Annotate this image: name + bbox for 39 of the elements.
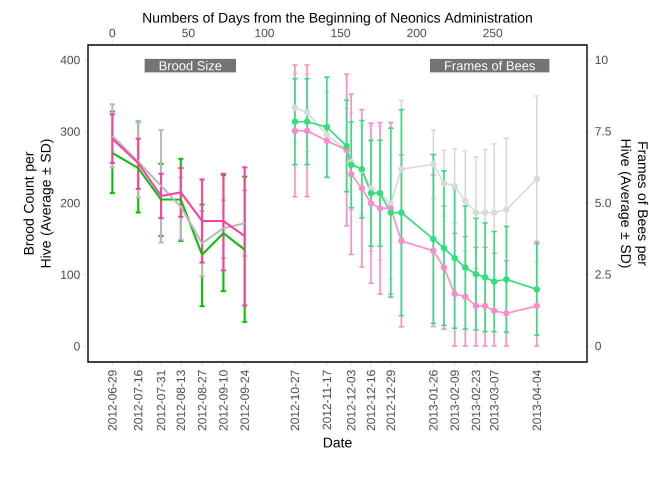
x-tick-label: 2012-08-13	[176, 370, 186, 430]
y-tick-label: 200	[60, 198, 80, 208]
x-tick-label: 2012-10-27	[290, 370, 300, 430]
x-tick-label: 2012-12-16	[366, 370, 376, 430]
y2-tick-label: 5.0	[595, 198, 611, 208]
x-tick-label: 2012-09-10	[219, 370, 228, 430]
x-tick-label: 2012-06-29	[108, 370, 117, 430]
y-tick-label: 100	[61, 270, 80, 279]
y2-axis-title: Frames of Bees per Hive (Average ± SD)	[618, 140, 648, 268]
x-tick-label: 2012-12-03	[346, 370, 356, 430]
y2-tick-label: 0	[595, 342, 601, 350]
x2-tick-label: 150	[331, 28, 350, 38]
x2-tick-label: 50	[182, 28, 195, 38]
y2-tick-label: 10	[596, 56, 608, 64]
annotation: Brood Size	[160, 60, 222, 70]
x-tick-label: 2013-01-26	[429, 370, 438, 430]
annotation: Frames of Bees	[445, 60, 535, 70]
x-tick-label: 2012-11-17	[322, 370, 332, 430]
x-tick-label: 2013-02-09	[450, 370, 459, 430]
x-tick-label: 2012-09-24	[240, 370, 249, 430]
y-tick-label: 0	[74, 342, 80, 350]
x-tick-label: 2013-03-07	[490, 370, 498, 430]
x-tick-label: 2013-02-23	[472, 370, 480, 430]
x2-tick-label: 200	[407, 28, 426, 38]
x-tick-label: 2012-08-27	[198, 370, 206, 430]
x-tick-label: 2012-07-16	[134, 370, 142, 430]
y2-tick-label: 7.5	[595, 127, 611, 136]
x2-tick-label: 250	[483, 28, 502, 38]
x2-axis-title: Numbers of Days from the Beginning of Neonics Administration	[143, 12, 532, 26]
x-tick-label: 2012-07-31	[156, 370, 166, 430]
y-tick-label: 300	[60, 127, 80, 136]
x-tick-label: 2013-04-04	[532, 370, 542, 430]
y2-tick-label: 2.5	[595, 270, 611, 279]
x2-tick-label: 100	[255, 28, 274, 38]
x-tick-label: 2012-12-29	[386, 370, 395, 430]
y-tick-label: 400	[60, 56, 80, 64]
x-axis-title: Date	[324, 438, 352, 448]
x2-tick-label: 0	[109, 28, 116, 38]
y-axis-title: Brood Count per Hive (Average ± SD)	[24, 139, 54, 268]
